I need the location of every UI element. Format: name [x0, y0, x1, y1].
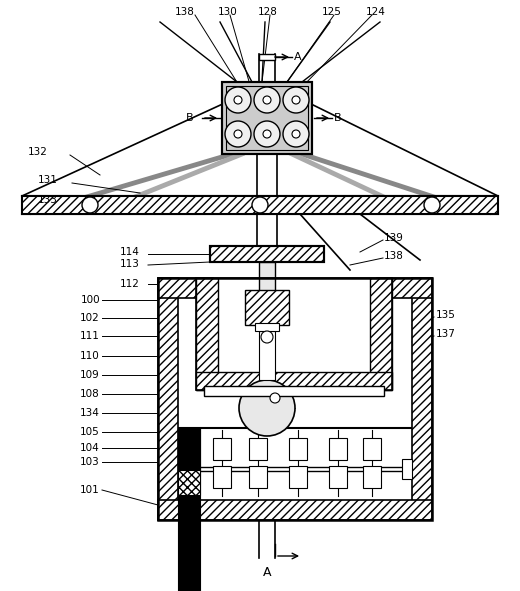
Bar — [158, 278, 432, 520]
Circle shape — [424, 197, 440, 213]
Bar — [213, 438, 231, 460]
Text: 132: 132 — [28, 147, 48, 157]
Bar — [249, 438, 267, 460]
Bar — [158, 278, 178, 520]
Circle shape — [82, 197, 98, 213]
Text: 112: 112 — [120, 279, 140, 289]
Circle shape — [234, 130, 242, 138]
Circle shape — [292, 96, 300, 104]
Text: 110: 110 — [80, 351, 100, 361]
Text: 139: 139 — [384, 233, 404, 243]
Bar — [158, 500, 432, 520]
Bar — [218, 278, 370, 372]
Bar — [196, 372, 392, 390]
Text: 124: 124 — [366, 7, 386, 17]
Circle shape — [261, 331, 273, 343]
Bar — [178, 298, 412, 500]
Circle shape — [292, 130, 300, 138]
Bar — [377, 278, 432, 298]
Bar — [196, 278, 218, 390]
Text: A: A — [263, 566, 271, 579]
Bar — [255, 323, 279, 331]
Bar — [222, 82, 312, 154]
Bar — [402, 459, 412, 479]
Bar — [363, 466, 381, 488]
Bar — [329, 466, 347, 488]
Bar — [213, 466, 231, 488]
Text: 100: 100 — [81, 295, 100, 305]
Circle shape — [263, 96, 271, 104]
Text: 104: 104 — [80, 443, 100, 453]
Bar — [196, 278, 392, 390]
Circle shape — [270, 393, 280, 403]
Text: 102: 102 — [80, 313, 100, 323]
Circle shape — [225, 87, 251, 113]
Text: 135: 135 — [436, 310, 456, 320]
Bar — [22, 196, 498, 214]
Circle shape — [252, 197, 268, 213]
Text: 101: 101 — [80, 485, 100, 495]
Text: B: B — [186, 113, 194, 123]
Bar — [245, 290, 289, 325]
Bar — [249, 466, 267, 488]
Circle shape — [239, 380, 295, 436]
Bar — [226, 86, 308, 150]
Bar — [204, 386, 384, 396]
Bar — [370, 278, 392, 390]
Text: 125: 125 — [322, 7, 342, 17]
Text: 131: 131 — [38, 175, 58, 185]
Circle shape — [234, 96, 242, 104]
Bar — [363, 438, 381, 460]
Bar — [259, 331, 275, 380]
Bar — [210, 246, 324, 262]
Bar — [178, 428, 200, 470]
Circle shape — [254, 121, 280, 147]
Text: 134: 134 — [80, 408, 100, 418]
Text: 133: 133 — [38, 195, 58, 205]
Text: 138: 138 — [175, 7, 195, 17]
Text: A: A — [294, 52, 302, 62]
Text: 111: 111 — [80, 331, 100, 341]
Text: 108: 108 — [80, 389, 100, 399]
Bar — [178, 470, 200, 495]
Bar — [259, 262, 275, 292]
Bar — [178, 428, 200, 591]
Text: 114: 114 — [120, 247, 140, 257]
Text: 137: 137 — [436, 329, 456, 339]
Circle shape — [283, 87, 309, 113]
Bar — [329, 438, 347, 460]
Bar — [158, 278, 213, 298]
Text: 103: 103 — [80, 457, 100, 467]
Bar — [222, 82, 312, 154]
Circle shape — [283, 121, 309, 147]
Bar — [289, 466, 307, 488]
Text: 105: 105 — [80, 427, 100, 437]
Bar — [289, 438, 307, 460]
Bar — [412, 278, 432, 520]
Text: B: B — [334, 113, 342, 123]
Bar — [259, 54, 275, 60]
Text: 113: 113 — [120, 259, 140, 269]
Bar — [210, 246, 324, 262]
Circle shape — [225, 121, 251, 147]
Circle shape — [254, 87, 280, 113]
Text: 130: 130 — [218, 7, 238, 17]
Text: 138: 138 — [384, 251, 404, 261]
Circle shape — [263, 130, 271, 138]
Text: 109: 109 — [80, 370, 100, 380]
Text: 128: 128 — [258, 7, 278, 17]
